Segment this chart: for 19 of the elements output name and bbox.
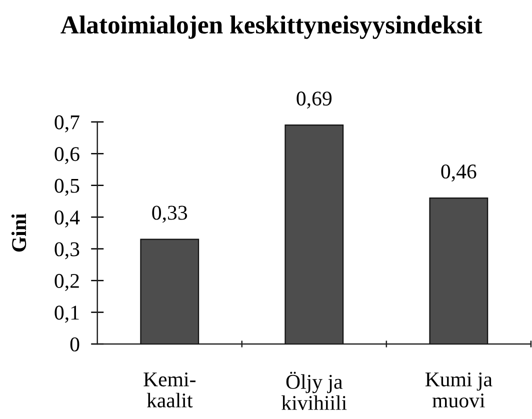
chart-title: Alatoimialojen keskittyneisyysindeksit — [60, 16, 482, 39]
y-axis-title: Gini — [11, 214, 26, 252]
bar — [140, 238, 200, 344]
data-label: 0,33 — [152, 206, 188, 223]
y-tick-label: 0,5 — [54, 178, 80, 196]
bar — [429, 198, 488, 344]
y-tick-label: 0 — [70, 337, 80, 352]
y-tick-label: 0,2 — [54, 274, 79, 291]
y-tick-label: 0,1 — [54, 306, 79, 323]
y-tick-label: 0,6 — [54, 147, 80, 164]
bar — [284, 124, 344, 344]
x-tick-label: Kemi- kaalit — [144, 372, 196, 408]
data-label: 0,69 — [296, 92, 332, 109]
y-tick-label: 0,7 — [54, 115, 80, 132]
y-tick-label: 0,4 — [54, 210, 80, 228]
x-tick-label: Öljy ja kivihiili — [282, 372, 347, 410]
data-label: 0,46 — [441, 164, 476, 182]
y-tick-label: 0,3 — [54, 242, 80, 260]
x-tick-label: Kumi ja muovi — [425, 372, 492, 408]
